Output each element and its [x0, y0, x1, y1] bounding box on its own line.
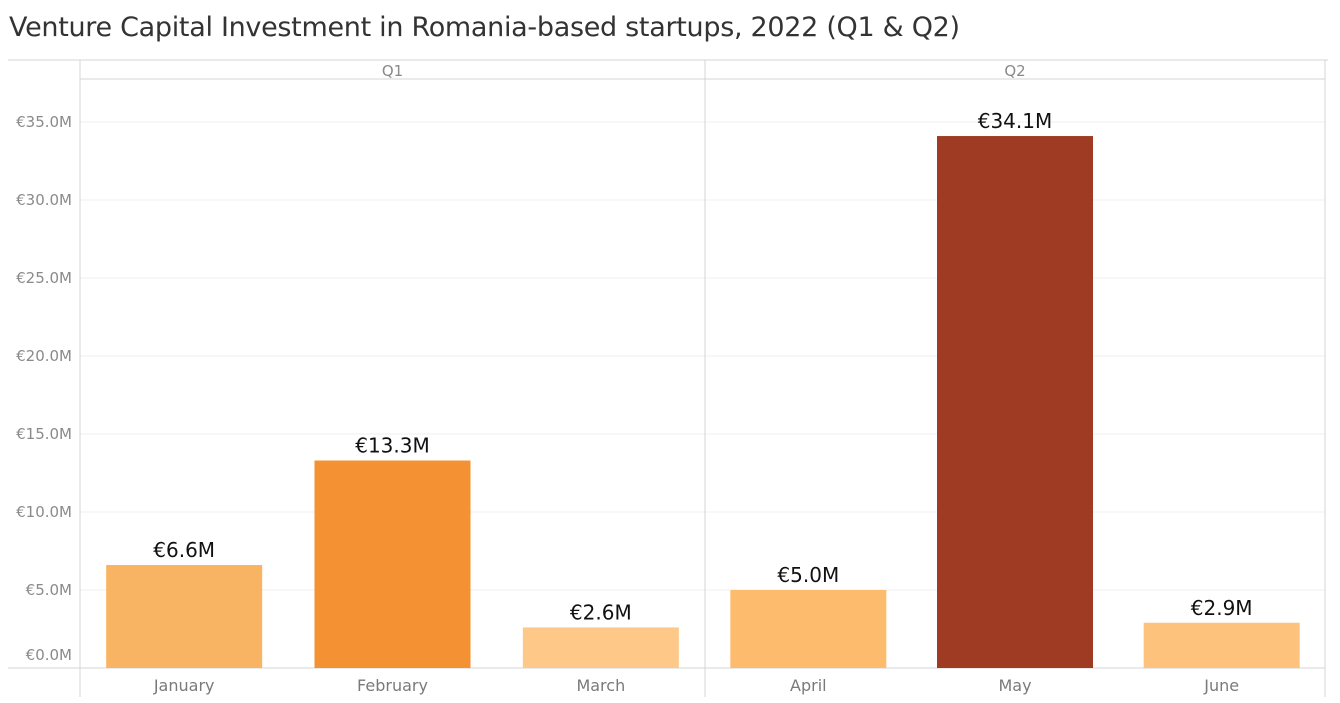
chart-title: Venture Capital Investment in Romania-ba… [9, 12, 960, 43]
x-tick-label-march: March [576, 676, 625, 695]
bar-january [106, 565, 263, 668]
y-tick-label: €5.0M [26, 581, 72, 599]
y-tick-label: €30.0M [16, 191, 72, 209]
x-tick-label-may: May [998, 676, 1031, 695]
data-label-february: €13.3M [355, 434, 430, 458]
bar-april [730, 590, 887, 668]
x-tick-label-april: April [790, 676, 827, 695]
data-label-june: €2.9M [1191, 596, 1253, 620]
data-label-march: €2.6M [570, 600, 632, 624]
bar-february [314, 460, 471, 668]
x-tick-label-june: June [1203, 676, 1239, 695]
y-tick-label: €10.0M [16, 503, 72, 521]
bar-may [937, 136, 1093, 669]
x-tick-label-january: January [153, 676, 215, 695]
group-header-q2: Q2 [1004, 62, 1025, 80]
data-label-april: €5.0M [777, 563, 839, 587]
y-tick-label: €0.0M [26, 646, 72, 664]
y-tick-label: €35.0M [16, 113, 72, 131]
y-tick-label: €25.0M [16, 269, 72, 287]
bar-june [1143, 622, 1300, 668]
y-tick-label: €15.0M [16, 425, 72, 443]
x-tick-label-february: February [357, 676, 428, 695]
group-header-q1: Q1 [382, 62, 403, 80]
data-label-january: €6.6M [153, 538, 215, 562]
data-label-may: €34.1M [978, 109, 1053, 133]
bar-march [522, 627, 679, 668]
y-tick-label: €20.0M [16, 347, 72, 365]
